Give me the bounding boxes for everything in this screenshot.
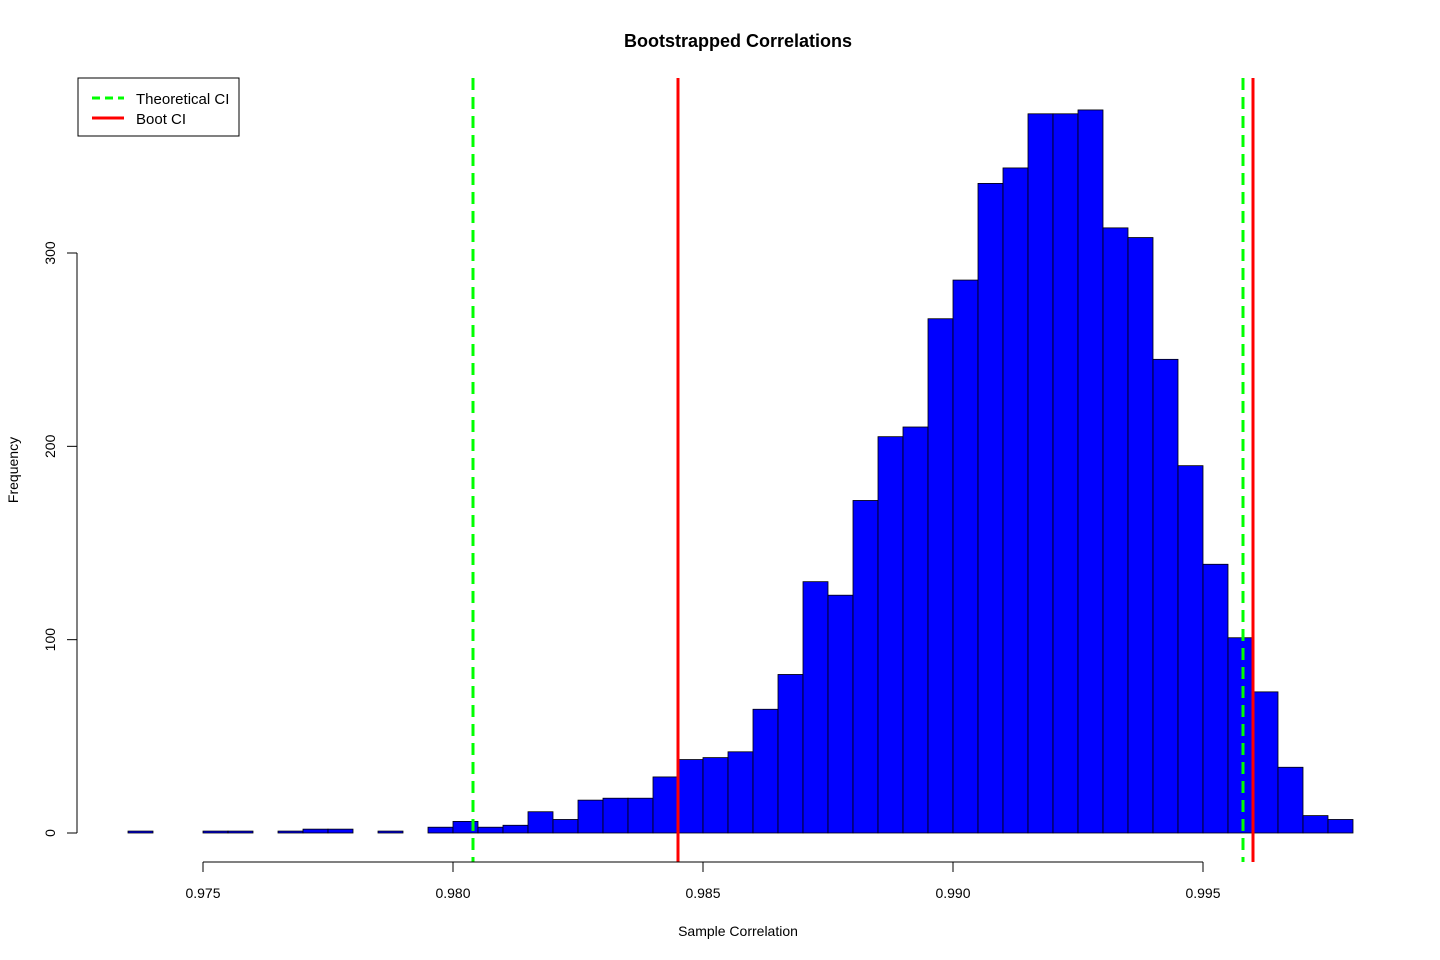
- histogram-bar: [502, 824, 529, 834]
- histogram-bar: [952, 279, 979, 834]
- chart-title: Bootstrapped Correlations: [624, 31, 852, 51]
- histogram-bar: [327, 828, 354, 834]
- y-axis-label: Frequency: [5, 437, 21, 503]
- histogram-bar: [602, 797, 629, 834]
- histogram-bar: [552, 819, 579, 834]
- histogram-bar: [652, 776, 679, 834]
- legend-box: [77, 77, 240, 137]
- y-axis: 0 100 200 300: [42, 241, 78, 837]
- histogram-bar: [677, 759, 704, 834]
- histogram-bar: [1002, 167, 1029, 834]
- histogram-bar: [977, 182, 1004, 834]
- y-tick-label: 0: [42, 829, 58, 837]
- x-tick-label: 0.985: [685, 885, 720, 901]
- histogram-bar: [1077, 109, 1104, 834]
- histogram-bar: [1327, 819, 1354, 834]
- histogram-bar: [1102, 227, 1129, 834]
- x-axis-label: Sample Correlation: [678, 923, 798, 939]
- histogram-bar: [777, 674, 804, 834]
- y-tick-label: 100: [42, 628, 58, 652]
- histogram-bar: [1027, 113, 1054, 834]
- histogram-bar: [727, 751, 754, 834]
- histogram-bar: [902, 426, 929, 834]
- histogram-bar: [1277, 766, 1304, 834]
- histogram-bar: [927, 318, 954, 834]
- ci-lines: [471, 78, 1255, 862]
- histogram-bar: [577, 799, 604, 834]
- histogram-bar: [1202, 563, 1229, 834]
- histogram-bar: [127, 830, 154, 834]
- histogram-bar: [277, 830, 304, 834]
- histogram-bar: [427, 826, 454, 834]
- x-tick-label: 0.980: [435, 885, 470, 901]
- histogram-bar: [477, 826, 504, 834]
- legend-label-theoretical-ci: Theoretical CI: [136, 91, 229, 108]
- histogram-bar: [202, 830, 229, 834]
- x-tick-label: 0.995: [1185, 885, 1220, 901]
- legend: Theoretical CI Boot CI: [77, 77, 240, 137]
- histogram-bar: [1302, 815, 1329, 834]
- histogram-bar: [877, 436, 904, 834]
- legend-label-boot-ci: Boot CI: [136, 111, 186, 128]
- x-axis: 0.975 0.980 0.985 0.990 0.995: [185, 861, 1221, 901]
- histogram-bar: [827, 594, 854, 834]
- histogram-bar: [1227, 637, 1254, 834]
- histogram-bar: [1127, 237, 1154, 834]
- histogram-bar: [1177, 465, 1204, 834]
- histogram-bar: [702, 757, 729, 834]
- y-tick-label: 300: [42, 241, 58, 265]
- x-tick-label: 0.975: [185, 885, 220, 901]
- histogram-bar: [527, 811, 554, 834]
- histogram-bar: [802, 581, 829, 834]
- histogram-bar: [377, 830, 404, 834]
- histogram-bar: [1052, 113, 1079, 834]
- x-tick-label: 0.990: [935, 885, 970, 901]
- histogram-bar: [627, 797, 654, 834]
- histogram-bar: [852, 500, 879, 834]
- histogram-bar: [752, 708, 779, 834]
- histogram-bar: [1152, 358, 1179, 834]
- y-tick-label: 200: [42, 434, 58, 458]
- histogram-bar: [302, 828, 329, 834]
- histogram-bar: [227, 830, 254, 834]
- histogram-bar: [1252, 691, 1279, 834]
- histogram-bars: [127, 109, 1354, 834]
